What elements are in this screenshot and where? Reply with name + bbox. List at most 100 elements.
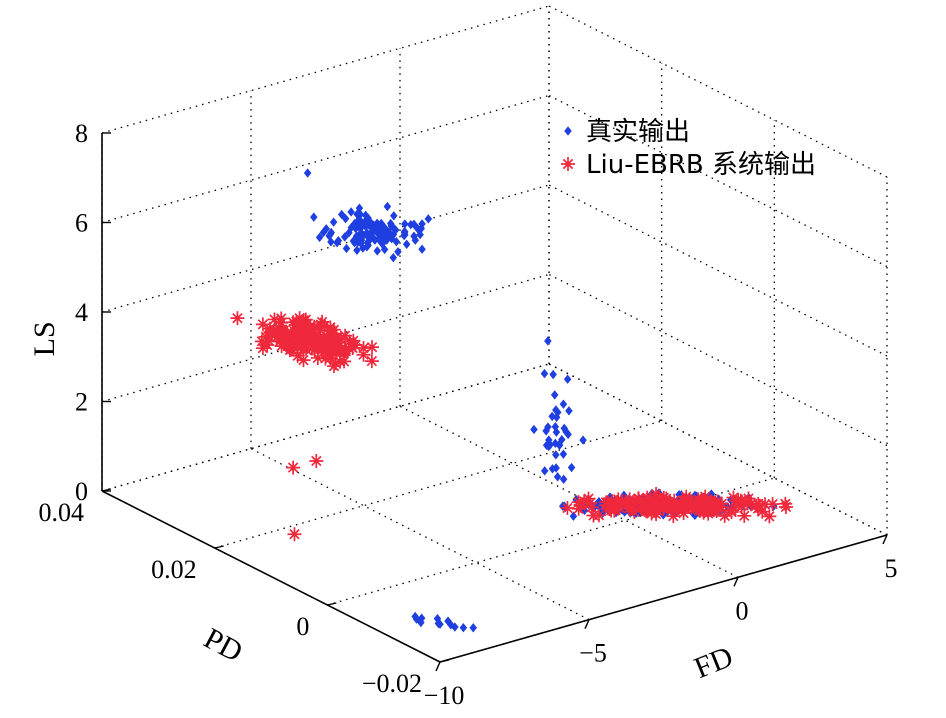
- data-point-actual: [355, 231, 364, 241]
- data-point-actual: [342, 243, 351, 254]
- data-point-liu-ebrb: [261, 333, 276, 348]
- data-point-liu-ebrb: [656, 500, 671, 515]
- data-point-liu-ebrb: [710, 494, 725, 509]
- data-point-liu-ebrb: [286, 460, 301, 475]
- data-point-liu-ebrb: [584, 500, 599, 515]
- data-point-liu-ebrb: [581, 491, 596, 506]
- pd-tick-label: 0: [296, 612, 309, 641]
- data-point-liu-ebrb: [704, 497, 719, 512]
- data-point-actual: [353, 209, 361, 219]
- data-point-actual: [436, 619, 444, 629]
- data-point-liu-ebrb: [309, 331, 324, 346]
- data-point-liu-ebrb: [636, 495, 651, 510]
- data-point-actual: [544, 441, 553, 452]
- grid-line-backwall-ls: [101, 94, 550, 224]
- fd-tick-label: −10: [424, 681, 465, 710]
- data-point-actual: [552, 427, 561, 437]
- legend-marker-blue-diamond: [564, 126, 572, 136]
- data-point-liu-ebrb: [301, 334, 316, 349]
- fd-tick-mark: [882, 534, 888, 545]
- data-point-liu-ebrb: [296, 341, 311, 356]
- data-point-liu-ebrb: [655, 497, 670, 512]
- data-point-liu-ebrb: [650, 503, 665, 518]
- data-point-actual: [418, 244, 426, 254]
- data-point-actual: [400, 228, 409, 238]
- data-point-liu-ebrb: [621, 495, 636, 510]
- data-point-liu-ebrb: [724, 505, 739, 520]
- data-point-actual: [354, 215, 363, 225]
- ls-tick-label: 0: [75, 477, 88, 506]
- data-point-actual: [402, 239, 411, 249]
- data-point-actual: [349, 236, 358, 246]
- data-point-actual: [385, 231, 394, 241]
- grid-line-backwall-ls: [101, 363, 550, 492]
- pd-tick-mark: [327, 602, 337, 606]
- data-point-liu-ebrb: [356, 341, 371, 356]
- fd-tick-label: 0: [736, 596, 749, 625]
- data-point-liu-ebrb: [644, 506, 659, 521]
- data-point-actual: [401, 219, 409, 229]
- data-point-actual: [310, 212, 318, 222]
- data-point-liu-ebrb: [275, 329, 290, 344]
- data-point-liu-ebrb: [598, 498, 613, 513]
- grid-line-backwall-ls: [101, 184, 550, 313]
- data-point-liu-ebrb: [622, 492, 637, 507]
- data-point-liu-ebrb: [677, 500, 692, 515]
- data-point-liu-ebrb: [740, 495, 755, 510]
- data-point-actual: [424, 214, 433, 224]
- legend-star-glyph: [561, 157, 575, 171]
- data-point-liu-ebrb: [744, 497, 759, 512]
- fd-tick-label: −5: [579, 639, 607, 668]
- data-point-actual: [359, 243, 367, 253]
- ls-tick-label: 6: [75, 209, 88, 238]
- grid-line-sidewall-ls: [548, 5, 888, 178]
- data-point-actual: [364, 240, 372, 250]
- data-point-liu-ebrb: [586, 508, 601, 523]
- data-point-liu-ebrb: [338, 342, 353, 357]
- data-point-actual: [383, 201, 392, 212]
- data-point-actual: [347, 207, 355, 217]
- data-point-liu-ebrb: [726, 490, 741, 505]
- data-point-liu-ebrb: [758, 497, 773, 512]
- data-point-liu-ebrb: [309, 453, 324, 468]
- data-point-liu-ebrb: [605, 494, 620, 509]
- grid-line-floor-fd: [250, 448, 590, 621]
- data-point-liu-ebrb: [230, 311, 245, 326]
- ls-tick-label: 4: [75, 298, 88, 327]
- data-point-liu-ebrb: [717, 508, 732, 523]
- data-point-liu-ebrb: [283, 340, 298, 355]
- pd-tick-label: 0.04: [39, 498, 85, 527]
- data-point-liu-ebrb: [322, 339, 337, 354]
- data-point-actual: [417, 617, 425, 628]
- pd-axis-line: [101, 490, 441, 663]
- data-point-liu-ebrb: [577, 494, 592, 509]
- data-point-liu-ebrb: [692, 503, 707, 518]
- fd-axis-label: FD: [690, 640, 738, 685]
- data-point-actual: [559, 449, 568, 459]
- data-point-actual: [389, 252, 398, 263]
- data-point-actual: [544, 336, 552, 346]
- data-point-liu-ebrb: [316, 340, 331, 355]
- data-point-actual: [376, 224, 384, 234]
- pd-tick-label: −0.02: [362, 669, 422, 698]
- data-point-liu-ebrb: [296, 313, 311, 328]
- data-point-liu-ebrb: [310, 350, 325, 365]
- data-point-actual: [550, 390, 559, 400]
- pd-tick-mark: [214, 545, 224, 549]
- pd-axis-label: PD: [199, 622, 248, 669]
- data-point-liu-ebrb: [267, 312, 282, 327]
- data-point-liu-ebrb: [612, 500, 627, 515]
- data-point-actual: [364, 218, 373, 228]
- data-point-actual: [564, 429, 572, 440]
- grid-line-floor-pd: [101, 363, 550, 492]
- data-point-actual: [345, 228, 353, 238]
- data-point-actual: [551, 438, 560, 449]
- data-point-actual: [391, 225, 400, 235]
- data-point-actual: [563, 374, 572, 384]
- legend-diamond-glyph: [564, 126, 572, 136]
- data-point-liu-ebrb: [560, 501, 575, 516]
- data-point-liu-ebrb: [328, 356, 343, 371]
- data-point-liu-ebrb: [291, 320, 306, 335]
- data-point-liu-ebrb: [627, 504, 642, 519]
